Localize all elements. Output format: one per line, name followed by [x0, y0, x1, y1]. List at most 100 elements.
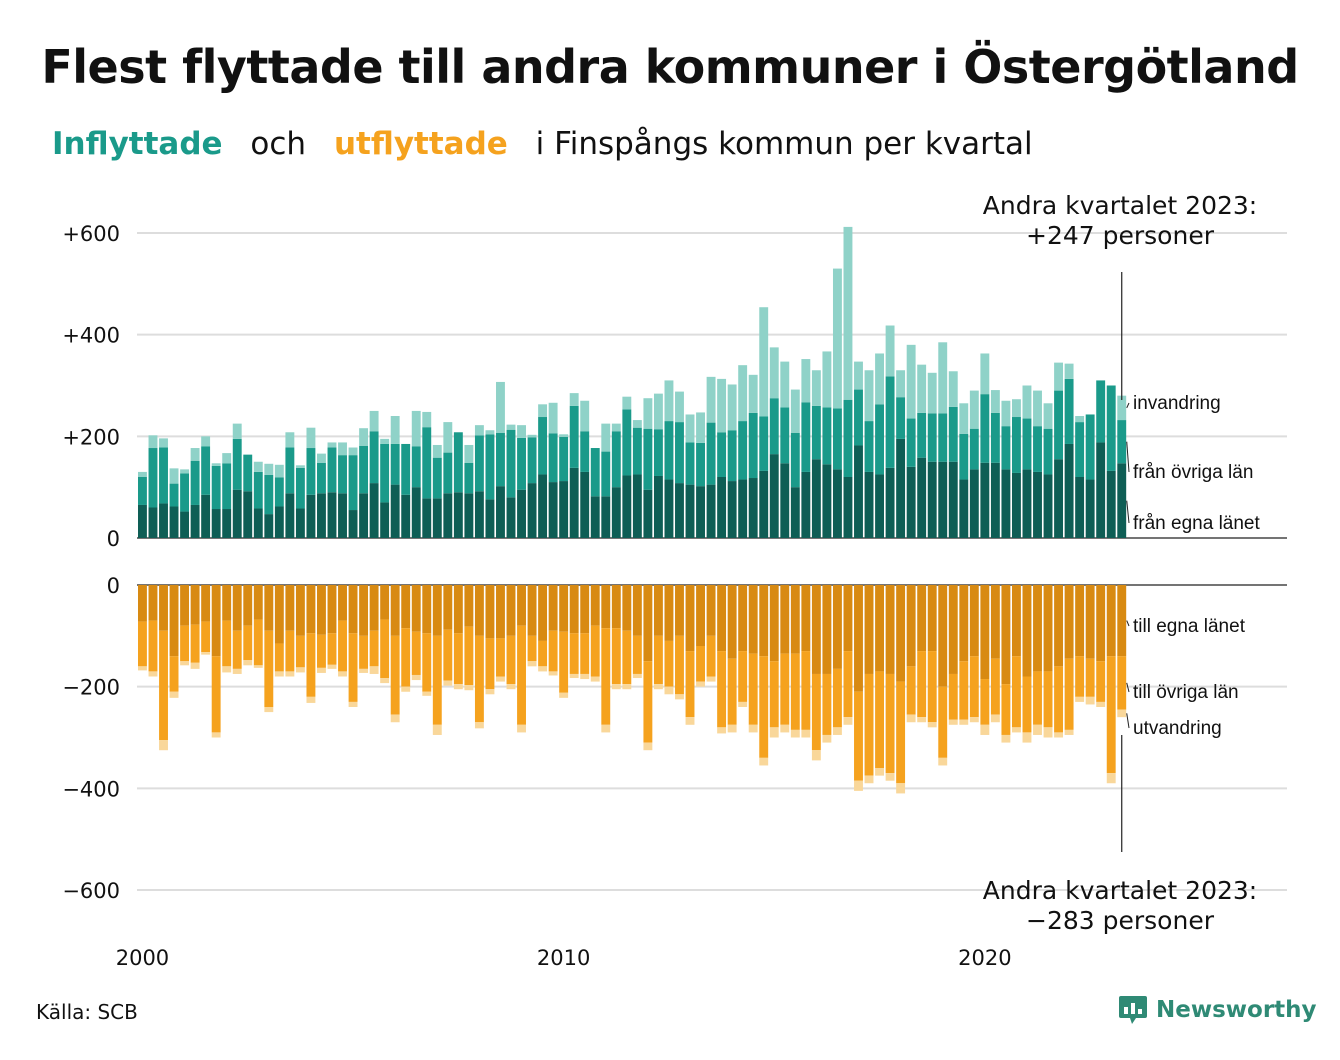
bar-inflow-invandring: [769, 347, 779, 399]
bar-inflow-invandring: [285, 432, 295, 448]
bar-outflow-egna: [696, 585, 705, 646]
bar-outflow-utvandring: [685, 717, 695, 725]
bar-inflow-invandring: [359, 428, 369, 446]
bar-inflow-egna: [727, 481, 737, 538]
bar-inflow-invandring: [180, 469, 190, 474]
bar-inflow-invandring: [348, 447, 358, 456]
bar-inflow-invandring: [632, 420, 642, 428]
bar-outflow-utvandring: [506, 684, 516, 690]
bar-outflow-ovriga: [190, 624, 200, 663]
bar-inflow-egna: [148, 507, 158, 538]
bar-inflow-egna: [253, 508, 263, 538]
label-fran-egna-lanet: från egna länet: [1133, 513, 1260, 534]
bar-outflow-egna: [306, 585, 316, 634]
bar-outflow-egna: [1022, 585, 1032, 677]
bar-inflow-ovriga: [559, 436, 569, 482]
bar-inflow-invandring: [854, 361, 863, 390]
bar-outflow-egna: [380, 585, 390, 620]
bar-outflow-egna: [727, 585, 737, 659]
bottom-annotation-line2: −283 personer: [1026, 906, 1215, 935]
label-till-ovriga-lan: till övriga län: [1133, 682, 1239, 703]
bar-outflow-ovriga: [843, 651, 853, 718]
bar-inflow-invandring: [1075, 416, 1085, 423]
bar-outflow-ovriga: [906, 666, 916, 715]
bar-inflow-ovriga: [959, 433, 969, 480]
bar-inflow-egna: [180, 511, 190, 538]
bar-outflow-utvandring: [780, 724, 790, 733]
bar-outflow-egna: [559, 585, 569, 632]
bar-outflow-ovriga: [232, 630, 242, 669]
bar-outflow-egna: [538, 585, 548, 641]
bar-inflow-ovriga: [548, 433, 558, 483]
bar-inflow-egna: [401, 494, 411, 538]
bar-inflow-egna: [548, 482, 558, 538]
bar-outflow-egna: [295, 585, 305, 636]
bar-outflow-utvandring: [169, 691, 179, 698]
bar-outflow-ovriga: [369, 630, 379, 667]
bar-outflow-ovriga: [927, 651, 937, 723]
bar-outflow-egna: [1033, 585, 1042, 672]
bar-inflow-invandring: [295, 465, 305, 468]
bar-inflow-ovriga: [885, 376, 895, 468]
x-tick-label: 2020: [958, 946, 1011, 970]
bar-inflow-ovriga: [917, 412, 927, 458]
bar-outflow-egna: [222, 585, 232, 621]
bar-outflow-egna: [738, 585, 748, 652]
segment-labels: från egna länet från övriga län invandring…: [1126, 393, 1260, 739]
bar-inflow-invandring: [664, 380, 674, 422]
bar-outflow-ovriga: [938, 686, 948, 758]
bar-outflow-utvandring: [1096, 701, 1106, 707]
bar-outflow-ovriga: [643, 661, 653, 743]
bar-inflow-ovriga: [727, 430, 737, 482]
bar-inflow-ovriga: [401, 443, 411, 495]
bar-outflow-egna: [906, 585, 916, 667]
bar-outflow-utvandring: [580, 673, 590, 680]
bar-outflow-utvandring: [990, 714, 1000, 723]
brand-name: Newsworthy: [1156, 997, 1317, 1023]
bar-inflow-invandring: [548, 402, 558, 434]
label-invandring: invandring: [1133, 393, 1221, 414]
bar-outflow-ovriga: [517, 625, 526, 725]
bar-outflow-egna: [843, 585, 853, 652]
bar-inflow-ovriga: [369, 431, 379, 484]
bar-outflow-utvandring: [801, 729, 811, 738]
bar-inflow-egna: [664, 479, 674, 538]
bar-inflow-invandring: [538, 404, 548, 418]
bar-outflow-ovriga: [138, 621, 147, 667]
bar-inflow-ovriga: [706, 422, 716, 485]
bar-inflow-egna: [201, 494, 211, 538]
bar-outflow-ovriga: [811, 673, 821, 751]
bar-outflow-ovriga: [601, 628, 611, 725]
bar-inflow-ovriga: [243, 454, 253, 492]
bar-outflow-ovriga: [401, 628, 411, 687]
bar-inflow-ovriga: [738, 421, 748, 480]
bar-outflow-egna: [232, 585, 242, 631]
bar-inflow-egna: [464, 493, 474, 538]
bar-inflow-ovriga: [306, 448, 316, 495]
bar-inflow-invandring: [811, 370, 821, 406]
bar-outflow-egna: [180, 585, 190, 626]
bar-outflow-ovriga: [959, 661, 969, 720]
bar-outflow-utvandring: [243, 660, 253, 666]
bar-outflow-ovriga: [864, 673, 874, 776]
bar-outflow-ovriga: [1096, 661, 1106, 702]
top-y-tick-label: 0: [107, 527, 120, 551]
bar-outflow-ovriga: [696, 646, 705, 682]
bar-outflow-ovriga: [390, 635, 400, 715]
bar-outflow-egna: [959, 585, 969, 662]
bar-inflow-ovriga: [317, 462, 326, 494]
bar-inflow-ovriga: [190, 460, 200, 505]
bar-outflow-egna: [359, 585, 369, 636]
bar-outflow-egna: [1011, 585, 1021, 657]
bar-inflow-egna: [1043, 474, 1053, 538]
bar-outflow-utvandring: [253, 665, 263, 668]
bar-inflow-ovriga: [474, 435, 484, 492]
bar-inflow-invandring: [138, 471, 147, 477]
label-fran-ovriga-lan: från övriga län: [1133, 462, 1253, 483]
bottom-y-tick-label: 0: [107, 574, 120, 598]
bar-inflow-egna: [601, 496, 611, 538]
bar-outflow-utvandring: [569, 673, 579, 679]
newsworthy-logo-icon: [1119, 996, 1147, 1024]
bar-inflow-egna: [138, 504, 147, 538]
bar-inflow-egna: [1011, 472, 1021, 538]
